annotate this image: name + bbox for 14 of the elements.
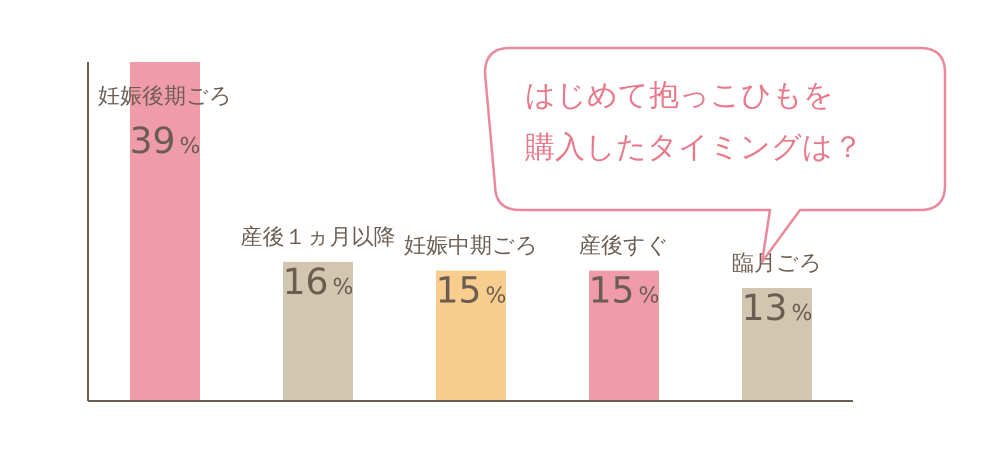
bar xyxy=(283,262,353,401)
data-label: 15% xyxy=(436,270,506,312)
x-tick-label: 産後１ヵ月以降 xyxy=(240,224,396,250)
data-label: 16% xyxy=(282,262,354,303)
bar xyxy=(742,288,812,401)
x-tick-label: 産後すぐ xyxy=(579,234,669,259)
data-label: 15% xyxy=(588,270,660,312)
bar xyxy=(436,270,506,401)
data-label: 39% xyxy=(130,121,200,162)
annotation: 購入したタイミングは？ xyxy=(525,130,863,165)
annotation: はじめて抱っこひもを xyxy=(525,78,834,113)
data-label: 13% xyxy=(742,288,812,329)
bar xyxy=(589,270,659,401)
x-tick-label: 妊娠中期ごろ xyxy=(404,234,538,259)
